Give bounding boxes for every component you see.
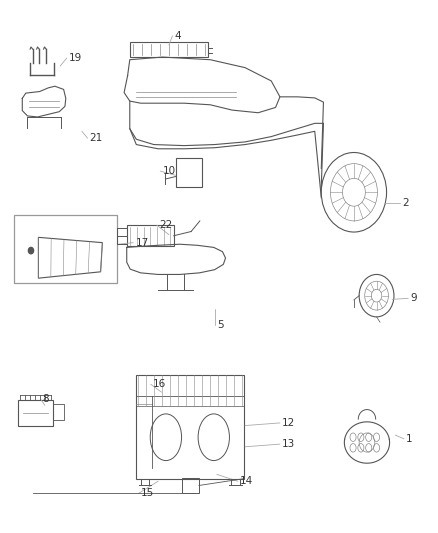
Bar [14, 215, 117, 284]
Text: 2: 2 [402, 198, 408, 208]
Text: 4: 4 [175, 31, 181, 41]
Bar [53, 405, 64, 420]
Text: 5: 5 [217, 320, 223, 330]
Text: 9: 9 [410, 293, 417, 303]
Text: 19: 19 [69, 53, 82, 63]
Text: 10: 10 [162, 166, 176, 176]
Text: 21: 21 [90, 133, 103, 143]
Text: 22: 22 [159, 220, 172, 230]
Bar [18, 400, 53, 425]
Text: 13: 13 [282, 439, 295, 449]
Bar [127, 225, 174, 246]
Text: 15: 15 [141, 488, 154, 498]
Bar [136, 375, 244, 479]
Bar [177, 158, 201, 187]
Text: 16: 16 [153, 379, 166, 389]
Text: 8: 8 [43, 394, 49, 404]
Text: 1: 1 [406, 434, 413, 444]
Text: 17: 17 [135, 238, 148, 248]
Bar [130, 42, 208, 57]
Circle shape [28, 247, 34, 254]
Text: 12: 12 [282, 418, 295, 428]
Text: 14: 14 [240, 477, 253, 486]
Bar [182, 478, 199, 494]
